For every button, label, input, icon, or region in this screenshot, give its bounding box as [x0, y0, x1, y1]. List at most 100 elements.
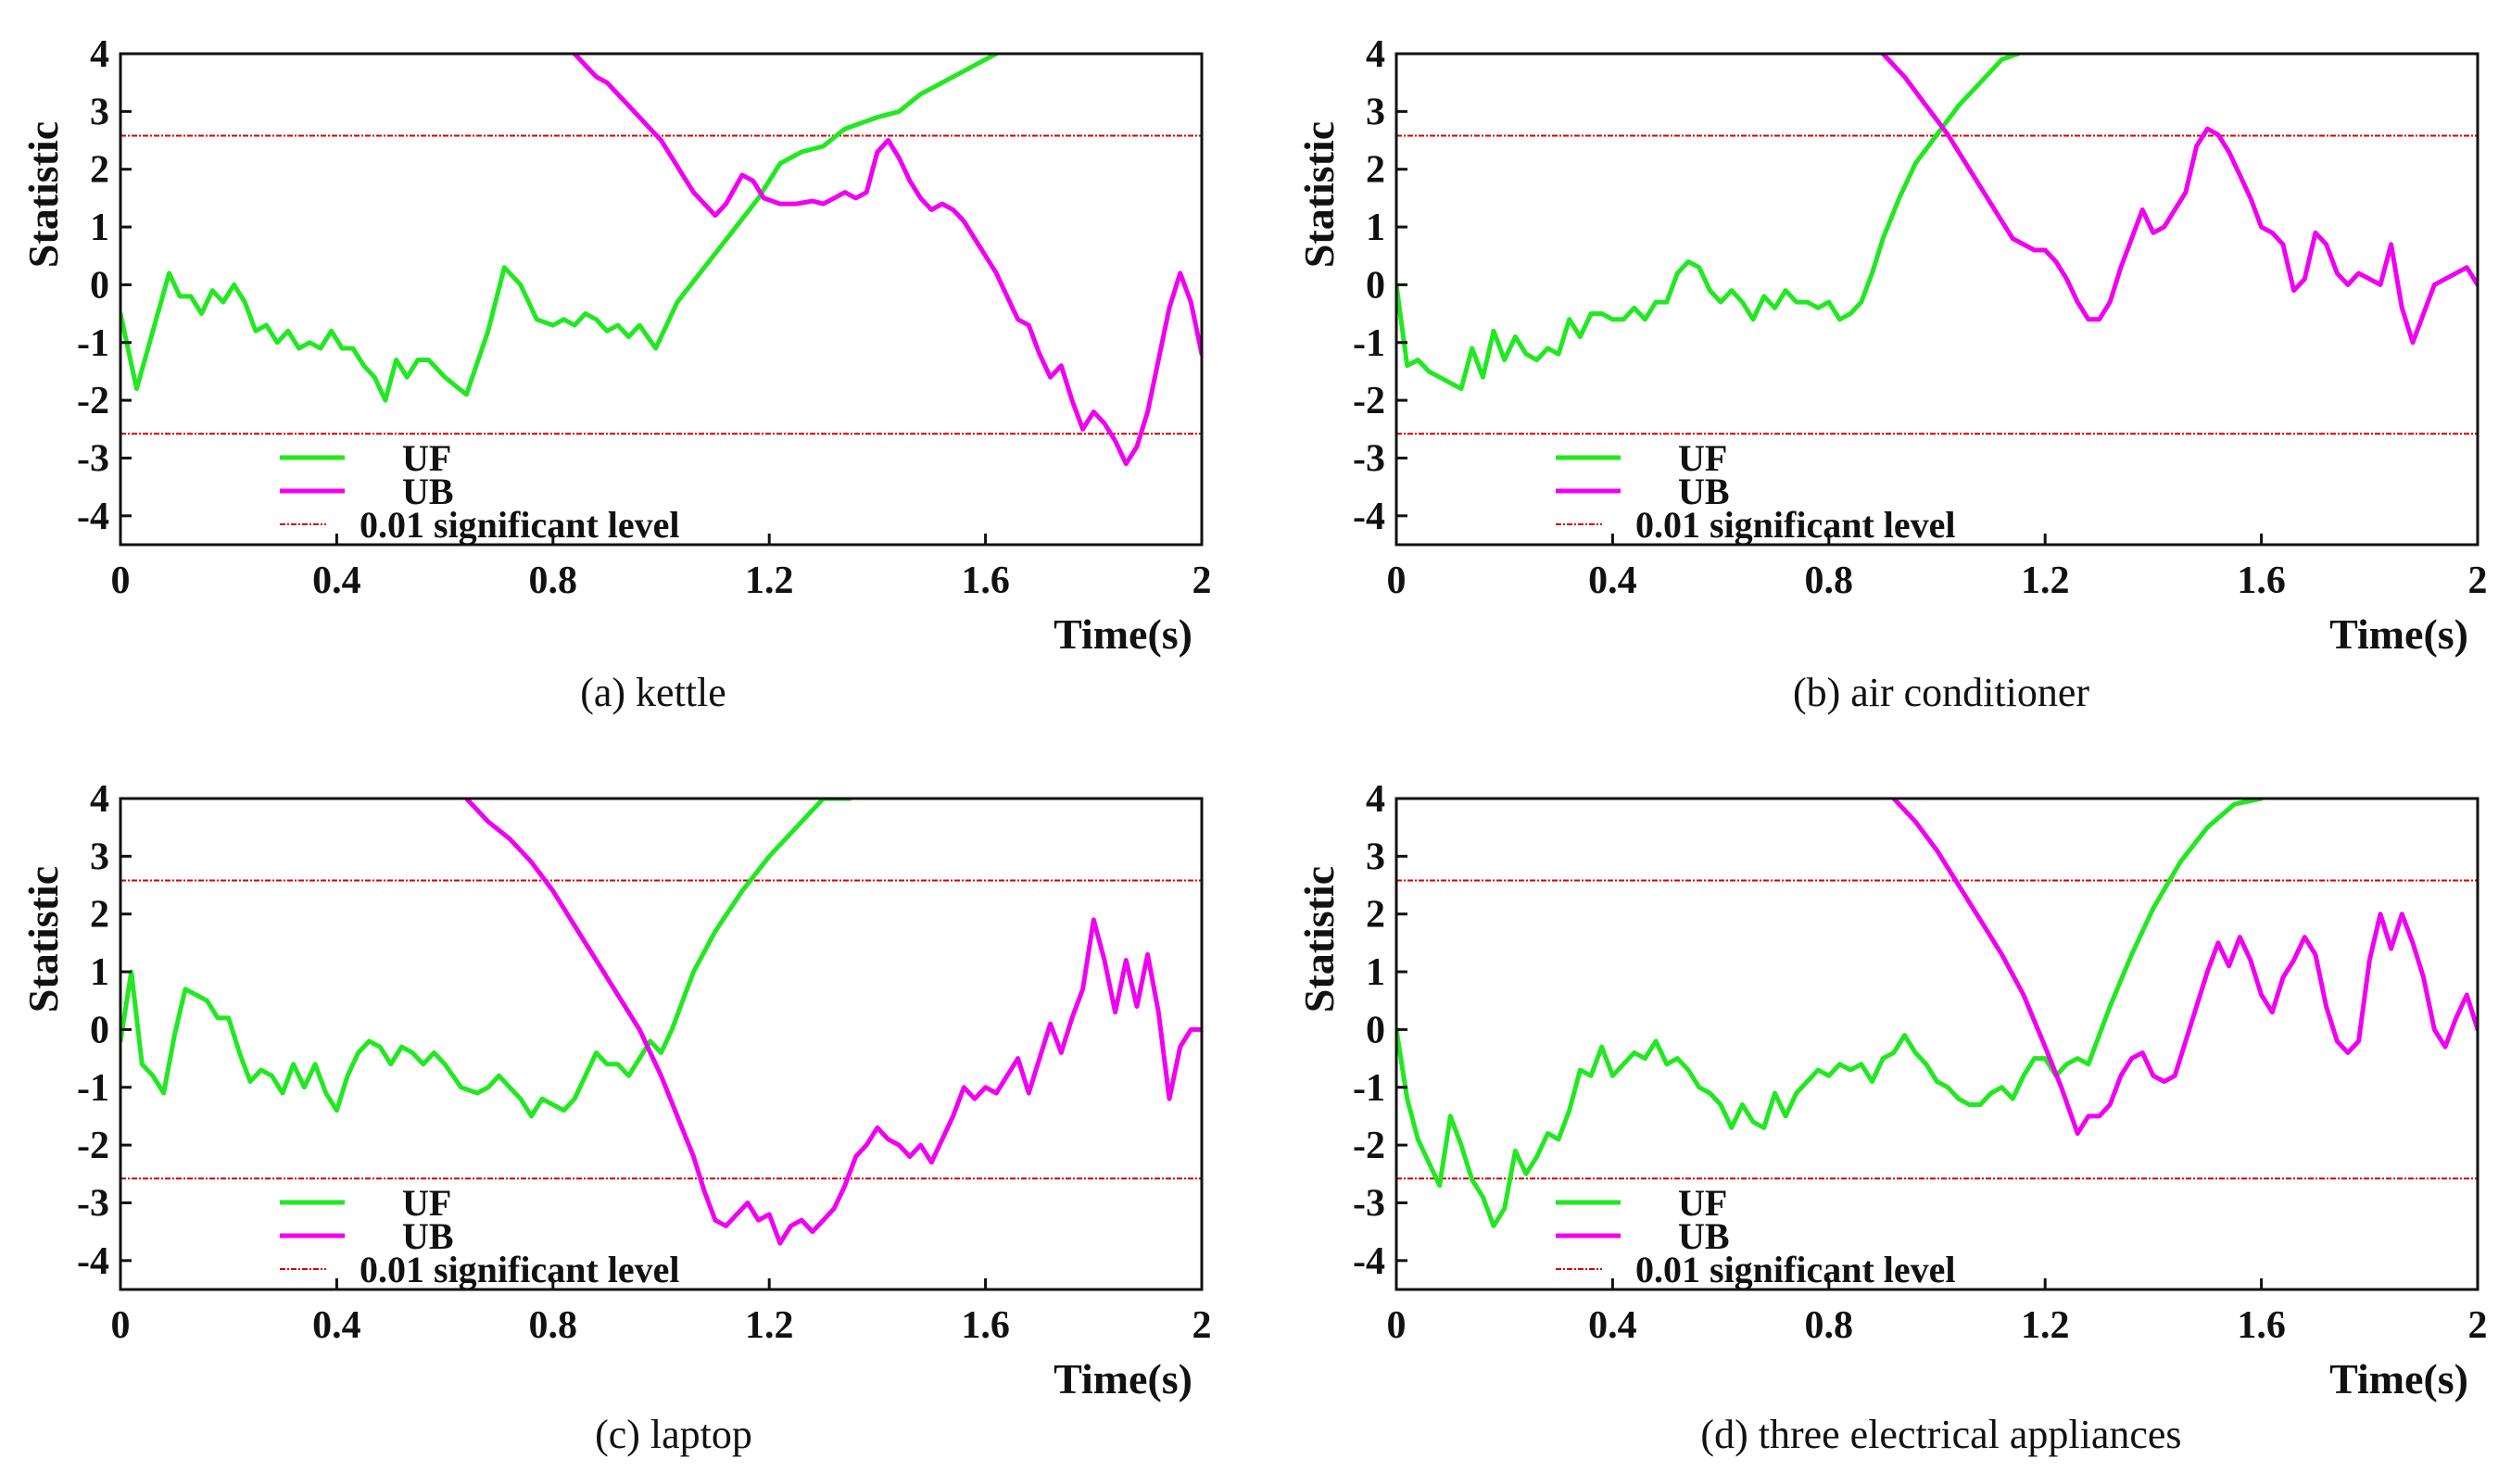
x-tick-label: 1.6 — [2237, 560, 2286, 602]
legend-label: 0.01 significant level — [1635, 1249, 1956, 1290]
x-tick-label: 1.2 — [745, 1304, 794, 1347]
series-line-ub — [1891, 799, 2478, 1137]
legend-label: UB — [1678, 471, 1730, 512]
plot-frame — [1394, 52, 2479, 547]
x-axis-label: Time(s) — [1054, 1355, 1192, 1402]
y-tick-label: 2 — [90, 149, 109, 192]
x-tick-label: 0.8 — [1805, 1304, 1854, 1347]
x-tick-label: 0.4 — [312, 1304, 361, 1347]
panel-caption: (b) air conditioner — [1793, 670, 2089, 715]
y-tick-label: 1 — [90, 951, 109, 994]
x-tick-label: 2 — [2468, 1304, 2488, 1347]
series-line-uf — [120, 799, 853, 1119]
y-tick-label: -4 — [1353, 1240, 1385, 1283]
x-tick-label: 1.6 — [2237, 1304, 2286, 1347]
y-tick-label: -3 — [77, 437, 109, 480]
y-tick-label: -3 — [1353, 1182, 1385, 1225]
x-tick-label: 2 — [1192, 1304, 1212, 1347]
y-tick-label: 3 — [1366, 91, 1385, 133]
legend-label: UB — [1678, 1215, 1730, 1257]
y-tick-label: -1 — [1353, 1067, 1385, 1110]
y-axis-label: Statistic — [1295, 866, 1343, 1012]
y-tick-label: 3 — [1366, 836, 1385, 878]
y-tick-label: -2 — [1353, 380, 1385, 422]
y-tick-label: -2 — [77, 1125, 109, 1167]
x-tick-label: 0 — [111, 560, 131, 602]
legend-label: UB — [402, 1215, 454, 1257]
plot-frame — [119, 52, 1204, 547]
series-line-ub — [463, 799, 1202, 1246]
series-line-uf — [120, 54, 999, 403]
x-tick-label: 0.8 — [529, 560, 578, 602]
legend-label: UF — [1678, 437, 1727, 479]
y-tick-label: 2 — [1366, 894, 1385, 937]
legend-label: 0.01 significant level — [360, 1249, 680, 1290]
x-tick-label: 0.4 — [1588, 1304, 1637, 1347]
series-line-uf — [1396, 799, 2265, 1228]
plot-frame — [119, 797, 1204, 1291]
x-tick-label: 1.6 — [961, 1304, 1010, 1347]
y-tick-label: 1 — [90, 207, 109, 249]
y-tick-label: 2 — [90, 894, 109, 937]
legend-label: 0.01 significant level — [1635, 504, 1956, 546]
y-axis-label: Statistic — [19, 121, 67, 268]
x-tick-label: 0.8 — [529, 1304, 578, 1347]
y-tick-label: -4 — [77, 496, 109, 538]
x-tick-label: 0.4 — [312, 560, 361, 602]
y-tick-label: -1 — [1353, 322, 1385, 365]
y-tick-label: 0 — [1366, 1009, 1385, 1051]
legend-label: UF — [402, 1182, 451, 1224]
panel-caption: (d) three electrical appliances — [1700, 1412, 2181, 1457]
x-tick-label: 2 — [2468, 560, 2488, 602]
legend-label: 0.01 significant level — [360, 504, 680, 546]
series-line-ub — [572, 54, 1202, 467]
y-tick-label: -1 — [77, 322, 109, 365]
x-tick-label: 0 — [1387, 1304, 1407, 1347]
x-axis-label: Time(s) — [2329, 1355, 2468, 1402]
y-tick-label: 1 — [1366, 951, 1385, 994]
x-tick-label: 0 — [1387, 560, 1407, 602]
y-tick-label: 4 — [90, 778, 109, 821]
y-tick-label: -4 — [77, 1240, 109, 1283]
x-tick-label: 1.2 — [2021, 560, 2070, 602]
y-tick-label: 0 — [1366, 264, 1385, 307]
panel-caption: (c) laptop — [595, 1412, 752, 1457]
y-tick-label: -1 — [77, 1067, 109, 1110]
series-line-uf — [1396, 54, 2021, 392]
y-tick-label: 4 — [1366, 33, 1385, 76]
series-line-ub — [1880, 54, 2478, 346]
y-tick-label: -2 — [1353, 1125, 1385, 1167]
x-tick-label: 1.6 — [961, 560, 1010, 602]
x-axis-label: Time(s) — [2329, 610, 2468, 658]
y-tick-label: 0 — [90, 264, 109, 307]
y-tick-label: 0 — [90, 1009, 109, 1051]
y-tick-label: 3 — [90, 91, 109, 133]
y-tick-label: 1 — [1366, 207, 1385, 249]
x-tick-label: 0 — [111, 1304, 131, 1347]
x-axis-label: Time(s) — [1054, 610, 1192, 658]
y-tick-label: -2 — [77, 380, 109, 422]
y-tick-label: 4 — [90, 33, 109, 76]
x-tick-label: 1.2 — [2021, 1304, 2070, 1347]
y-tick-label: -4 — [1353, 496, 1385, 538]
y-tick-label: -3 — [1353, 437, 1385, 480]
y-axis-label: Statistic — [19, 866, 67, 1012]
y-tick-label: 4 — [1366, 778, 1385, 821]
x-tick-label: 2 — [1192, 560, 1212, 602]
legend-label: UB — [402, 471, 454, 512]
y-tick-label: 2 — [1366, 149, 1385, 192]
panel-caption: (a) kettle — [580, 670, 726, 715]
legend-label: UF — [1678, 1182, 1727, 1224]
legend-label: UF — [402, 437, 451, 479]
y-axis-label: Statistic — [1295, 121, 1343, 268]
x-tick-label: 0.4 — [1588, 560, 1637, 602]
